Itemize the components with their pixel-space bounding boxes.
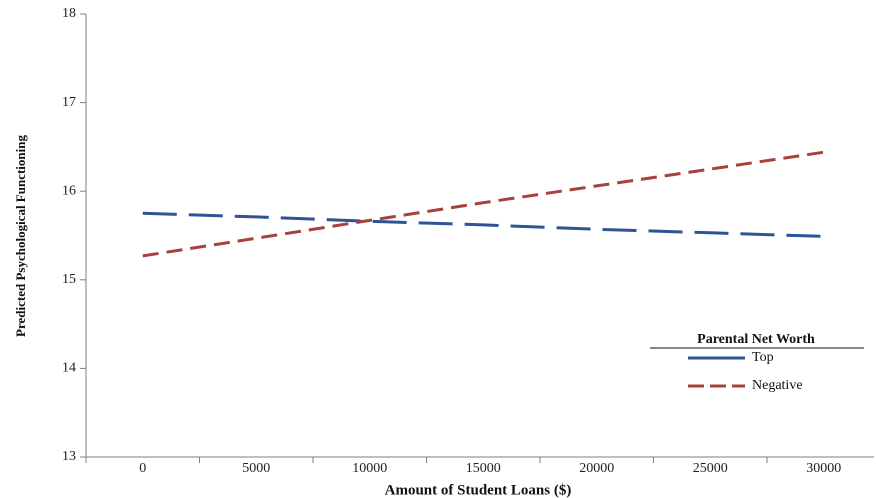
legend-items: Top Negative	[688, 350, 803, 393]
x-tick-label: 25000	[693, 461, 728, 476]
y-tick-label: 14	[62, 361, 76, 376]
x-tick-label: 20000	[579, 461, 614, 476]
series-line-top	[142, 211, 824, 238]
x-axis-ticks: 0 5000 10000 15000 20000 25000 30000	[85, 457, 841, 476]
x-tick-label: 0	[139, 461, 146, 476]
y-axis-title: Predicted Psychological Functioning	[13, 135, 28, 337]
legend-label-top: Top	[752, 350, 774, 365]
x-tick-label: 15000	[466, 461, 501, 476]
x-tick-label: 10000	[352, 461, 387, 476]
x-tick-label: 30000	[806, 461, 841, 476]
y-tick-label: 13	[62, 449, 76, 464]
series	[142, 150, 825, 258]
axes	[85, 14, 874, 458]
y-axis-ticks: 13 14 15 16 17 18	[62, 6, 86, 464]
legend: Parental Net Worth Top Negative	[650, 332, 864, 393]
y-tick-label: 16	[62, 183, 76, 198]
x-tick-label: 5000	[242, 461, 270, 476]
y-tick-label: 18	[62, 6, 76, 21]
y-tick-label: 15	[62, 272, 76, 287]
series-line-negative	[142, 150, 825, 258]
legend-label-negative: Negative	[752, 378, 803, 393]
legend-title: Parental Net Worth	[697, 332, 815, 347]
y-tick-label: 17	[62, 95, 76, 110]
x-axis-title: Amount of Student Loans ($)	[385, 482, 572, 498]
